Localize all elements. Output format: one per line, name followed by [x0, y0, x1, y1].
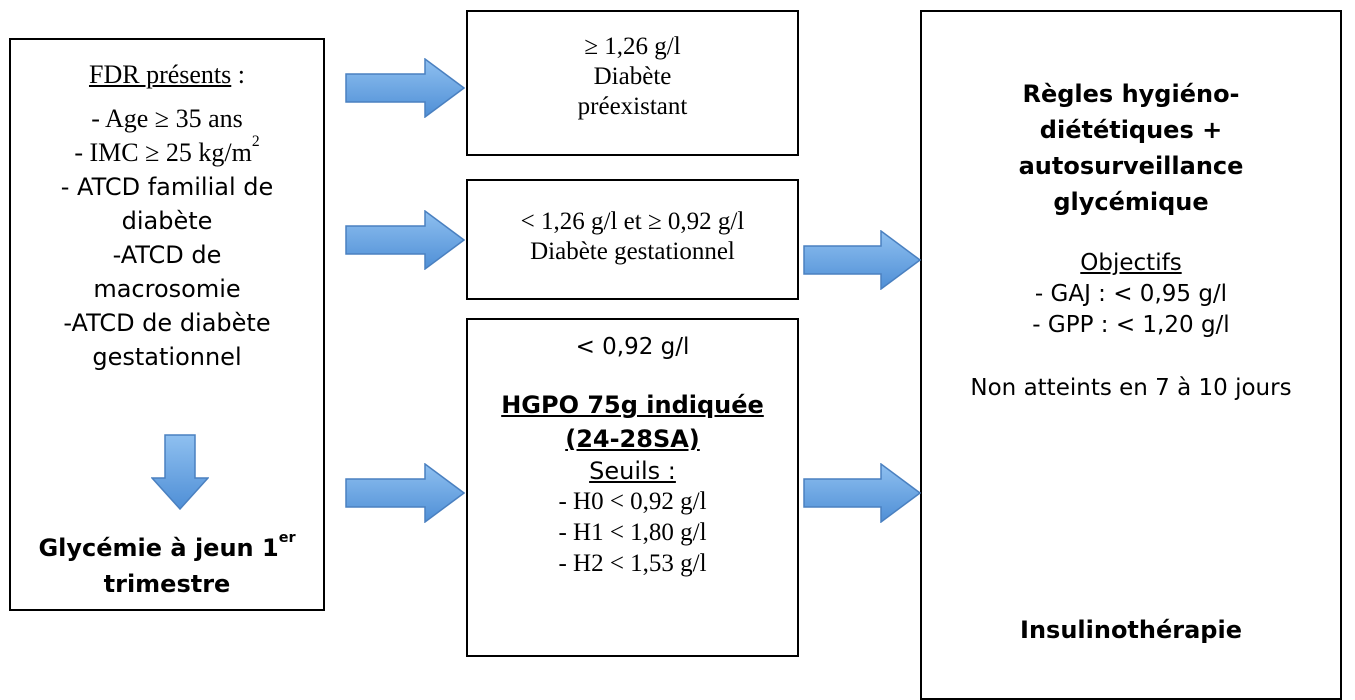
treatment-title-3: autosurveillance [1018, 152, 1244, 180]
hgpo-h2: - H2 < 1,53 g/l [558, 550, 707, 577]
treatment-box: Règles hygiéno- diététiques + autosurvei… [920, 10, 1342, 700]
risk-factor-macrosomie: -ATCD de [112, 241, 222, 269]
arrow-right-icon [803, 463, 921, 523]
risk-factor-age: - Age ≥ 35 ans [91, 104, 243, 133]
arrow-right-icon [345, 210, 465, 270]
hgpo-box: < 0,92 g/l HGPO 75g indiquée (24-28SA) S… [466, 318, 799, 657]
arrow-right-icon [345, 463, 465, 523]
insulin-therapy-label: Insulinothérapie [1020, 616, 1242, 644]
not-reached-label: Non atteints en 7 à 10 jours [970, 375, 1292, 401]
hgpo-indication-period: (24-28SA) [565, 425, 700, 453]
hgpo-seuils-title: Seuils : [589, 457, 676, 485]
risk-factors-box: FDR présents : - Age ≥ 35 ans - IMC ≥ 25… [9, 38, 325, 611]
arrow-right-icon [345, 58, 465, 118]
risk-factor-gest-cont: gestationnel [92, 343, 242, 371]
preexisting-label-cont: préexistant [577, 93, 688, 120]
treatment-title: Règles hygiéno- [1022, 80, 1240, 108]
treatment-title-4: glycémique [1053, 188, 1209, 216]
gestational-threshold: < 1,26 g/l et ≥ 0,92 g/l [520, 208, 745, 235]
preexisting-label: Diabète [593, 63, 672, 90]
preexisting-diabetes-box: ≥ 1,26 g/l Diabète préexistant [466, 10, 799, 156]
hgpo-threshold: < 0,92 g/l [575, 334, 690, 360]
risk-factor-gest: -ATCD de diabète [63, 309, 271, 337]
arrow-right-icon [803, 230, 921, 290]
gestational-label: Diabète gestationnel [530, 238, 735, 265]
gestational-diabetes-box: < 1,26 g/l et ≥ 0,92 g/l Diabète gestati… [466, 179, 799, 300]
treatment-title-2: diététiques + [1039, 116, 1223, 144]
preexisting-threshold: ≥ 1,26 g/l [584, 33, 681, 60]
risk-factor-imc: - IMC ≥ 25 kg/m2 [74, 132, 260, 167]
fasting-glucose-label-cont: trimestre [103, 570, 231, 598]
hgpo-indication: HGPO 75g indiquée [501, 391, 764, 419]
fasting-glucose-label: Glycémie à jeun 1er [38, 529, 296, 562]
risk-factor-family-cont: diabète [121, 207, 213, 235]
arrow-down-icon [151, 434, 209, 510]
objectives-title: Objectifs [1080, 250, 1182, 276]
risk-factors-title: FDR présents : [88, 60, 245, 89]
objective-gaj: - GAJ : < 0,95 g/l [1034, 281, 1228, 307]
risk-factor-family: - ATCD familial de [60, 173, 274, 201]
hgpo-h0: - H0 < 0,92 g/l [558, 488, 707, 515]
objective-gpp: - GPP : < 1,20 g/l [1032, 312, 1230, 338]
risk-factor-macrosomie-cont: macrosomie [93, 275, 241, 303]
hgpo-h1: - H1 < 1,80 g/l [558, 519, 707, 546]
